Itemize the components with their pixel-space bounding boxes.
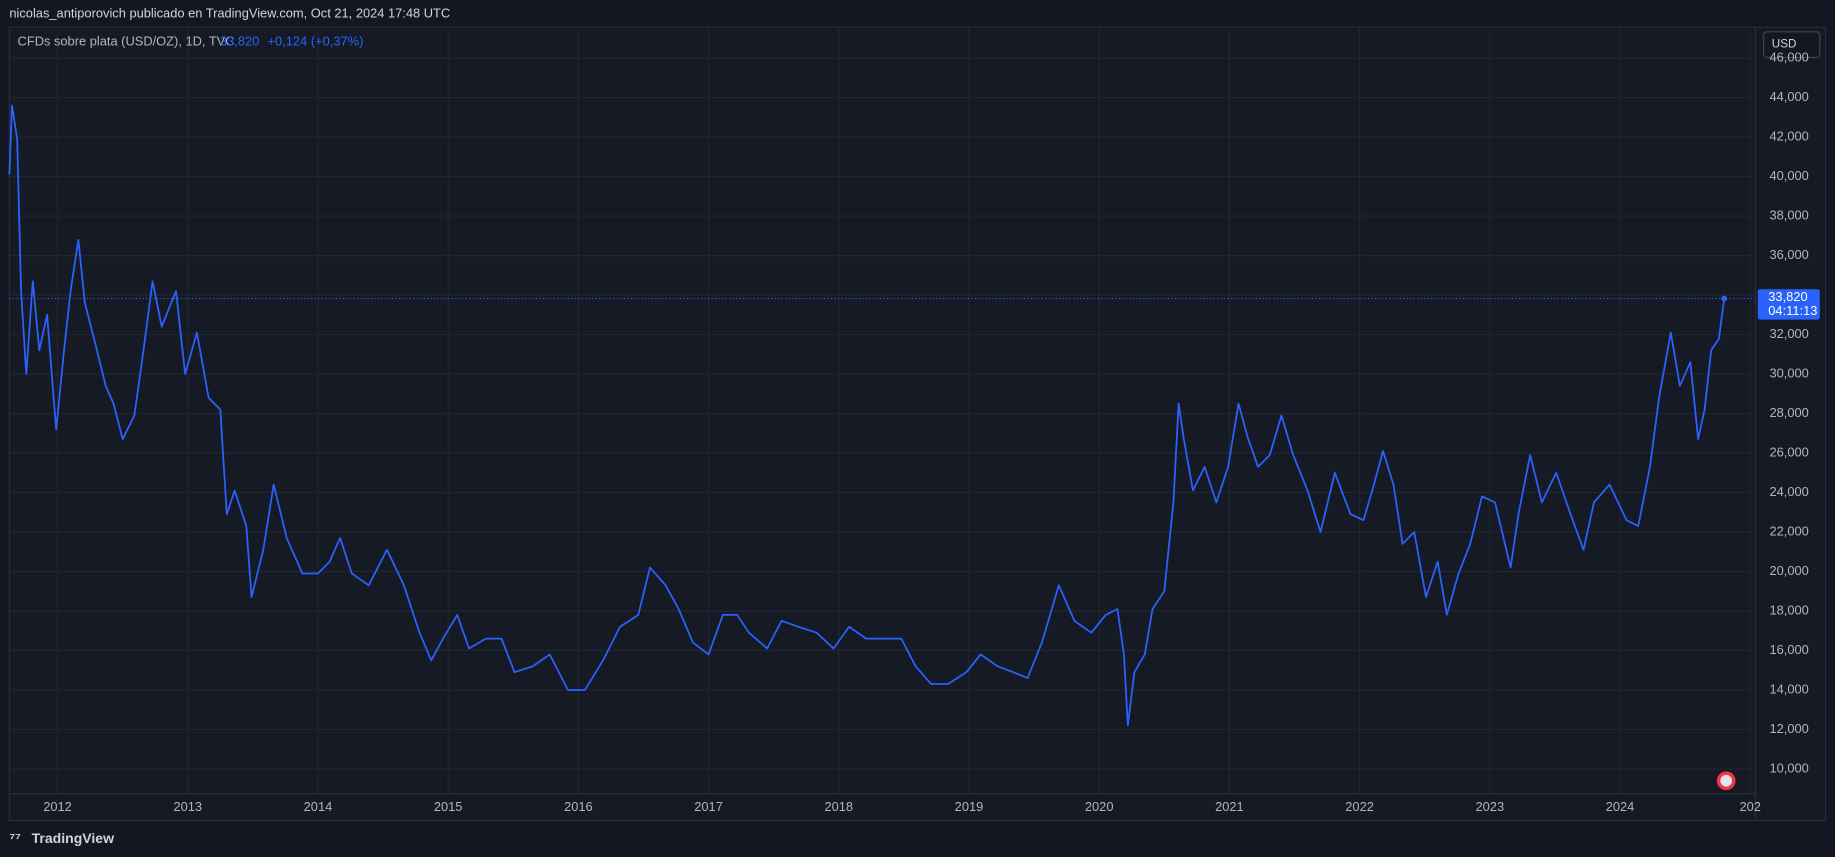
y-tick-label: 18,000 <box>1769 602 1808 617</box>
price-line <box>8 104 1726 727</box>
y-tick-label: 10,000 <box>1769 760 1808 775</box>
y-tick-label: 46,000 <box>1769 50 1808 65</box>
x-tick-label: 2019 <box>955 799 984 814</box>
x-tick-label: 2023 <box>1475 799 1504 814</box>
last-price-tag-label: 33,820 <box>1768 289 1807 304</box>
chart-pane <box>8 26 1827 822</box>
last-price-tag <box>1757 289 1820 320</box>
y-tick-label: 14,000 <box>1769 681 1808 696</box>
x-tick-label: 2015 <box>434 799 463 814</box>
y-tick-label: 38,000 <box>1769 207 1808 222</box>
x-tick-label: 2020 <box>1085 799 1114 814</box>
x-tick-label: 2013 <box>173 799 202 814</box>
grid <box>9 27 1756 794</box>
x-tick-label: 2016 <box>564 799 593 814</box>
flag-icon-inner[interactable] <box>1720 774 1733 787</box>
x-tick-label: 2024 <box>1606 799 1635 814</box>
x-tick-label: 2022 <box>1345 799 1374 814</box>
footer-mark: ⁷⁷ <box>9 830 21 846</box>
footer-logo: TradingView <box>32 830 114 846</box>
countdown: 04:11:13 <box>1768 303 1817 318</box>
y-tick-label: 32,000 <box>1769 326 1808 341</box>
y-tick-label: 20,000 <box>1769 563 1808 578</box>
y-tick-label: 24,000 <box>1769 484 1808 499</box>
plot <box>8 104 1756 727</box>
x-tick-label: 2021 <box>1215 799 1244 814</box>
currency-button[interactable] <box>1763 31 1821 59</box>
y-tick-label: 22,000 <box>1769 523 1808 538</box>
x-tick-label: 2017 <box>694 799 723 814</box>
change-label: +0,124 (+0,37%) <box>268 34 364 49</box>
price-label: 33,820 <box>220 34 259 49</box>
chart-title: CFDs sobre plata (USD/OZ), 1D, TVC <box>18 34 235 49</box>
x-tick-label: 2012 <box>43 799 72 814</box>
y-tick-label: 28,000 <box>1769 405 1808 420</box>
y-tick-label: 26,000 <box>1769 444 1808 459</box>
x-tick-label: 202 <box>1739 799 1760 814</box>
y-tick-label: 12,000 <box>1769 721 1808 736</box>
y-tick-label: 42,000 <box>1769 128 1808 143</box>
currency-button-label[interactable]: USD <box>1772 38 1797 51</box>
x-tick-label: 2014 <box>304 799 333 814</box>
y-tick-label: 40,000 <box>1769 168 1808 183</box>
y-tick-label: 44,000 <box>1769 89 1808 104</box>
last-point <box>1721 295 1728 302</box>
y-tick-label: 16,000 <box>1769 642 1808 657</box>
y-tick-label: 36,000 <box>1769 247 1808 262</box>
header: nicolas_antiporovich publicado en Tradin… <box>9 6 450 21</box>
y-tick-label: 30,000 <box>1769 365 1808 380</box>
x-tick-label: 2018 <box>824 799 853 814</box>
